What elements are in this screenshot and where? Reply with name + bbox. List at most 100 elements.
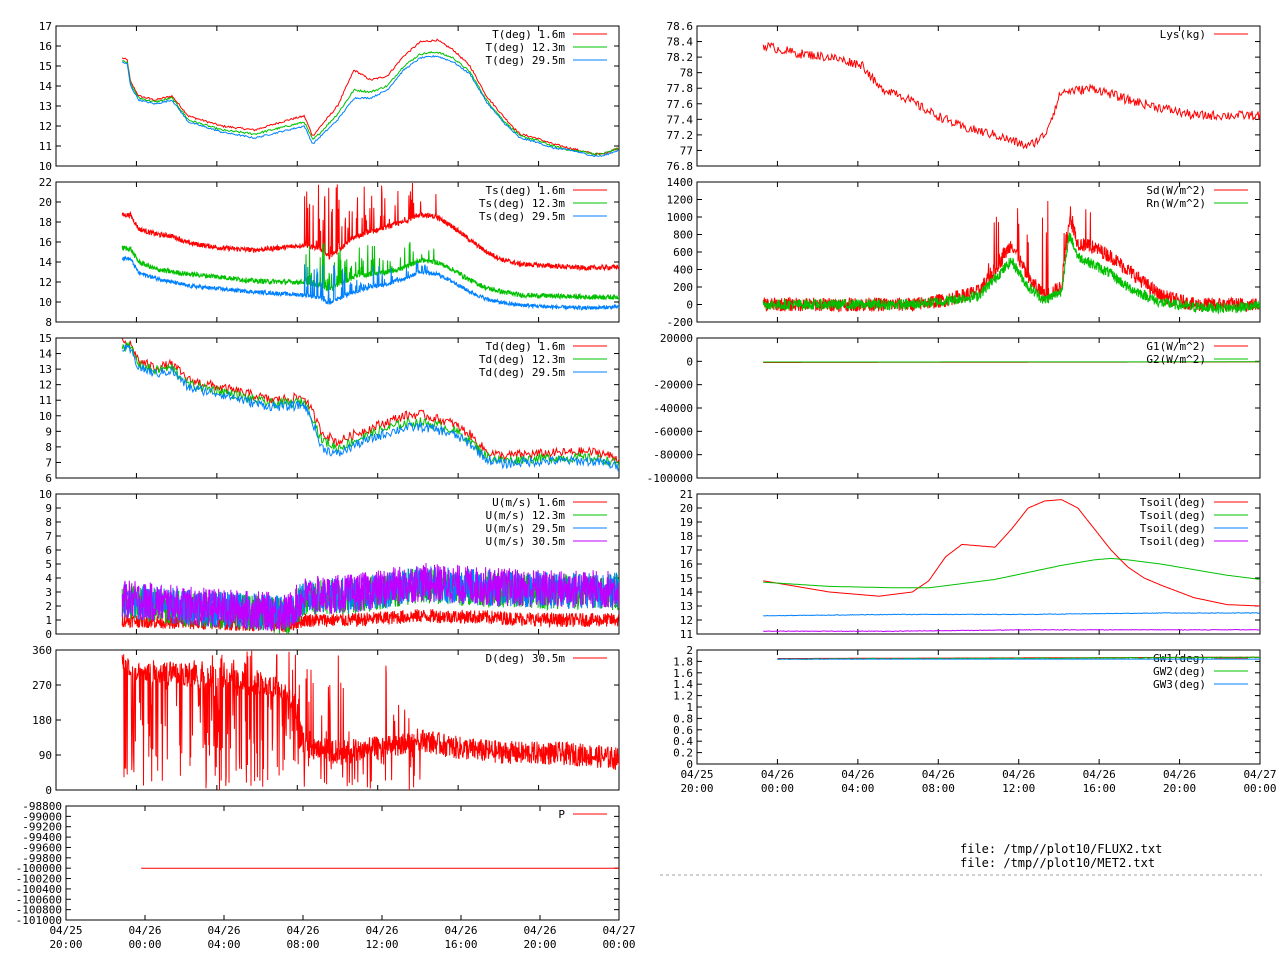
x-tick-label-time: 08:00 [922, 782, 955, 795]
y-tick-label: 16 [39, 40, 52, 53]
x-tick-label-time: 20:00 [49, 938, 82, 951]
y-tick-label: 0.6 [673, 724, 693, 737]
x-tick-label-date: 04/26 [1002, 768, 1035, 781]
x-tick-label-time: 12:00 [365, 938, 398, 951]
x-tick-label-time: 20:00 [1163, 782, 1196, 795]
y-tick-label: 78.2 [667, 51, 694, 64]
y-tick-label: 10 [39, 410, 52, 423]
y-tick-label: 1200 [667, 194, 694, 207]
y-tick-label: 11 [39, 394, 52, 407]
y-tick-label: 18 [680, 530, 693, 543]
y-tick-label: 12 [39, 276, 52, 289]
file-flux-label: file: /tmp//plot10/FLUX2.txt [960, 842, 1163, 856]
legend-label: Tsoil(deg) [1140, 535, 1206, 548]
legend-label: Tsoil(deg) [1140, 522, 1206, 535]
legend-label: U(m/s) 12.3m [486, 509, 566, 522]
y-tick-label: 800 [673, 229, 693, 242]
legend-label: Tsoil(deg) [1140, 496, 1206, 509]
y-tick-label: 7 [45, 456, 52, 469]
y-tick-label: 11 [39, 140, 52, 153]
y-tick-label: 0.4 [673, 735, 693, 748]
y-tick-label: -100400 [16, 883, 62, 896]
x-tick-label-date: 04/27 [602, 924, 635, 937]
x-tick-label-time: 16:00 [1083, 782, 1116, 795]
y-tick-label: -100200 [16, 873, 62, 886]
series-line-tsoil-1 [763, 557, 1260, 589]
x-tick-label-time: 00:00 [602, 938, 635, 951]
panel-p: -101000-100800-100600-100400-100200-1000… [16, 800, 636, 951]
y-tick-label: 21 [680, 488, 693, 501]
y-tick-label: 0 [686, 299, 693, 312]
y-tick-label: 17 [39, 20, 52, 33]
x-tick-label-date: 04/25 [49, 924, 82, 937]
x-tick-label-time: 12:00 [1002, 782, 1035, 795]
y-tick-label: -20000 [653, 379, 693, 392]
legend-label: D(deg) 30.5m [486, 652, 566, 665]
y-tick-label: 0 [45, 784, 52, 797]
legend-label: T(deg) 12.3m [486, 41, 566, 54]
y-tick-label: 19 [680, 516, 693, 529]
y-tick-label: -100600 [16, 893, 62, 906]
y-tick-label: 77.2 [667, 129, 694, 142]
y-tick-label: 1 [45, 614, 52, 627]
y-tick-label: 16 [39, 236, 52, 249]
x-tick-label-time: 16:00 [444, 938, 477, 951]
y-tick-label: 360 [32, 644, 52, 657]
x-tick-label-date: 04/26 [128, 924, 161, 937]
panel-gw: 00.20.40.60.811.21.41.61.8204/2520:0004/… [673, 644, 1276, 795]
y-tick-label: 2 [686, 644, 693, 657]
series-line-t-2 [122, 54, 619, 158]
y-tick-label: 14 [680, 586, 694, 599]
legend-label: Td(deg) 12.3m [479, 353, 565, 366]
y-tick-label: 77.6 [667, 98, 694, 111]
legend-label: G2(W/m^2) [1146, 353, 1206, 366]
y-tick-label: 0.2 [673, 747, 693, 760]
panel-d: 0 90 180 270 360 D(deg) 30.5m [32, 644, 620, 797]
y-tick-label: 78.6 [667, 20, 694, 33]
x-tick-label-time: 08:00 [286, 938, 319, 951]
y-tick-label: 0 [45, 628, 52, 641]
y-tick-label: 22 [39, 176, 52, 189]
series-line-ts-1 [121, 241, 619, 302]
y-tick-label: 5 [45, 558, 52, 571]
y-tick-label: 15 [39, 332, 52, 345]
y-tick-label: 20000 [660, 332, 693, 345]
legend-label: T(deg) 29.5m [486, 54, 566, 67]
series-line-td-1 [121, 342, 619, 468]
y-tick-label: 9 [45, 425, 52, 438]
y-tick-label: 77 [680, 144, 693, 157]
y-tick-label: 1000 [667, 211, 694, 224]
y-tick-label: 6 [45, 544, 52, 557]
y-tick-label: 1.4 [673, 678, 693, 691]
series-line-lys-0 [762, 41, 1260, 150]
y-tick-label: 9 [45, 502, 52, 515]
y-tick-label: 17 [680, 544, 693, 557]
series-line-t-0 [121, 38, 619, 156]
y-tick-label: -40000 [653, 402, 693, 415]
series-line-tsoil-3 [763, 628, 1260, 633]
legend-label: G1(W/m^2) [1146, 340, 1206, 353]
plot-frame [55, 181, 620, 323]
x-tick-label-date: 04/26 [841, 768, 874, 781]
y-tick-label: 10 [39, 160, 52, 173]
x-tick-label-date: 04/26 [207, 924, 240, 937]
y-tick-label: 4 [45, 572, 52, 585]
series-line-tsoil-0 [763, 499, 1260, 607]
legend-label: U(m/s) 29.5m [486, 522, 566, 535]
y-tick-label: 0 [686, 355, 693, 368]
y-tick-label: 13 [39, 100, 52, 113]
y-tick-label: 7 [45, 530, 52, 543]
y-tick-label: 10 [39, 488, 52, 501]
x-tick-label-time: 20:00 [523, 938, 556, 951]
y-tick-label: 90 [39, 749, 52, 762]
legend-label: U(m/s) 30.5m [486, 535, 566, 548]
y-tick-label: 200 [673, 281, 693, 294]
panel-lys: 76.8 77 77.2 77.4 77.6 77.8 78 78.2 78.4 78.6 Lys(… [667, 20, 1261, 173]
series-line-u-3 [121, 562, 619, 631]
y-tick-label: 270 [32, 679, 52, 692]
legend-label: Td(deg) 1.6m [486, 340, 566, 353]
x-tick-label-time: 00:00 [128, 938, 161, 951]
series-line-ts-2 [121, 255, 619, 311]
